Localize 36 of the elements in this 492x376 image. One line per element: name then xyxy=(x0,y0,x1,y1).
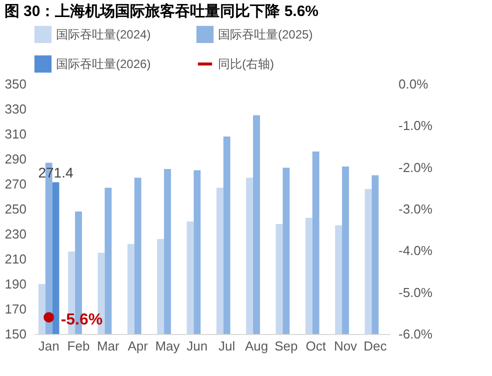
x-tick-label: Aug xyxy=(244,338,268,354)
x-tick-label: Apr xyxy=(128,338,149,354)
y-tick-label: 230 xyxy=(4,226,26,242)
chart-title: 图 30：上海机场国际旅客吞吐量同比下降 5.6% xyxy=(4,2,319,20)
y2-tick-label: -5.0% xyxy=(398,284,433,300)
x-tick-label: Mar xyxy=(96,338,120,354)
y-tick-label: 190 xyxy=(4,276,26,292)
data-label: -5.6% xyxy=(60,311,103,328)
y2-tick-label: -2.0% xyxy=(398,160,433,175)
y2-tick-label: -4.0% xyxy=(398,243,433,258)
y-tick-label: 210 xyxy=(4,252,26,266)
x-tick-label: Oct xyxy=(306,338,326,354)
y2-tick-label: -3.0% xyxy=(398,202,433,216)
x-tick-label: Jan xyxy=(38,338,60,354)
y-tick-label: 350 xyxy=(4,76,26,92)
legend-label: 国际吞吐量(2026) xyxy=(56,57,151,71)
y-tick-label: 270 xyxy=(4,176,26,192)
y-tick-label: 250 xyxy=(4,202,26,216)
x-tick-label: Dec xyxy=(364,338,388,354)
y2-tick-label: -6.0% xyxy=(398,326,433,342)
x-tick-label: May xyxy=(155,338,180,354)
legend-label: 国际吞吐量(2024) xyxy=(56,27,151,42)
x-tick-label: Sep xyxy=(274,338,298,354)
y-tick-label: 310 xyxy=(4,126,26,142)
y2-tick-label: -1.0% xyxy=(398,118,433,134)
x-tick-label: Jul xyxy=(218,338,236,354)
y2-tick-label: 0.0% xyxy=(398,76,429,92)
x-tick-label: Jun xyxy=(186,338,208,354)
y-tick-label: 150 xyxy=(4,326,26,342)
legend-label: 国际吞吐量(2025) xyxy=(218,27,313,42)
x-tick-label: Feb xyxy=(67,338,90,354)
x-tick-label: Nov xyxy=(334,338,358,354)
y-tick-label: 330 xyxy=(4,102,26,116)
y-tick-label: 290 xyxy=(4,152,26,166)
y-tick-label: 170 xyxy=(4,302,26,316)
legend-label: 同比(右轴) xyxy=(218,57,274,71)
